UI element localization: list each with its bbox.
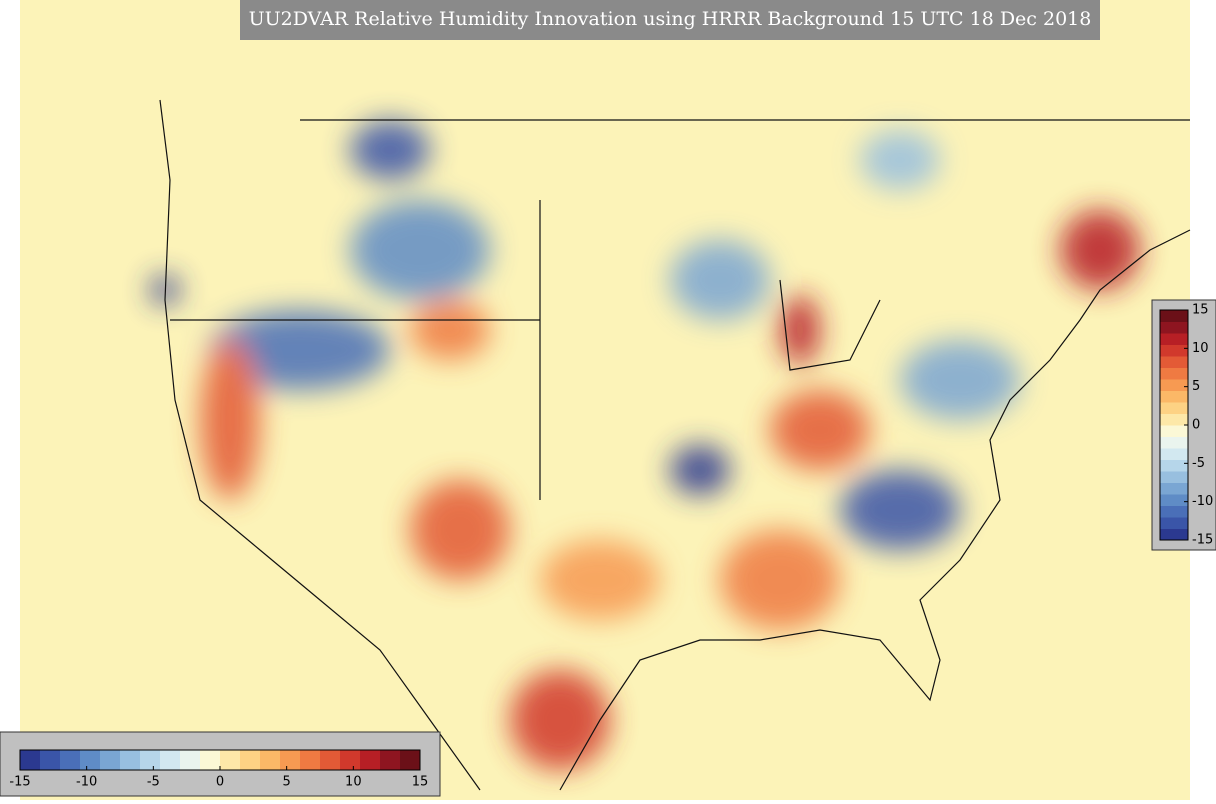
colorbar-segment xyxy=(80,750,101,770)
colorbar-segment xyxy=(1160,459,1188,472)
colorbar-segment xyxy=(1160,402,1188,414)
colorbar-segment xyxy=(1160,482,1188,495)
colorbar-segment xyxy=(240,750,261,770)
colorbar-segment xyxy=(1160,379,1188,391)
colorbar-segment xyxy=(1160,471,1188,483)
colorbar-segment xyxy=(120,750,141,770)
colorbar-tick-label: -10 xyxy=(1192,494,1213,509)
colorbar-segment xyxy=(280,750,301,770)
colorbar-segment xyxy=(40,750,61,770)
colorbar-tick-label: 5 xyxy=(283,775,291,790)
title: UU2DVAR Relative Humidity Innovation usi… xyxy=(249,8,1092,30)
colorbar-segment xyxy=(400,750,421,770)
colorbar-tick-label: 5 xyxy=(1192,379,1200,394)
colorbar-segment xyxy=(180,750,201,770)
colorbar-tick-label: 15 xyxy=(412,775,429,790)
colorbar-segment xyxy=(1160,367,1188,380)
boundary-lines xyxy=(159,99,1191,791)
colorbar-segment xyxy=(60,750,81,770)
colorbar-segment xyxy=(140,750,161,770)
colorbar-segment xyxy=(1160,425,1188,437)
colorbar-tick-label: -5 xyxy=(147,775,160,790)
colorbar-segment xyxy=(360,750,381,770)
colorbar-segment xyxy=(200,750,221,770)
colorbar-segment xyxy=(160,750,181,770)
colorbar-segment xyxy=(20,750,41,770)
colorbar-segment xyxy=(1160,413,1188,426)
colorbar-segment xyxy=(1160,344,1188,357)
colorbar-tick-label: 10 xyxy=(1192,341,1209,356)
colorbar-tick-label: -5 xyxy=(1192,456,1205,471)
colorbar-tick-label: 10 xyxy=(345,775,362,790)
colorbar-tick-label: -15 xyxy=(1192,533,1213,548)
colorbar-segment xyxy=(1160,436,1188,449)
colorbar-segment xyxy=(320,750,341,770)
colorbar-tick-label: -10 xyxy=(76,775,97,790)
colorbar-segment xyxy=(1160,505,1188,518)
colorbar-segment xyxy=(1160,356,1188,368)
colorbar-tick-label: 0 xyxy=(216,775,224,790)
colorbar-segment xyxy=(260,750,281,770)
colorbar-segment xyxy=(340,750,361,770)
colorbar-segment xyxy=(380,750,401,770)
colorbar-segment xyxy=(1160,517,1188,529)
colorbar-segment xyxy=(1160,321,1188,334)
colorbar-segment xyxy=(1160,390,1188,403)
colorbar-segment xyxy=(1160,310,1188,322)
colorbar-segment xyxy=(1160,333,1188,345)
title-box xyxy=(240,0,1100,40)
colorbar-tick-label: 0 xyxy=(1192,418,1200,433)
colorbar-segment xyxy=(220,750,241,770)
colorbar-segment xyxy=(1160,448,1188,460)
colorbar-tick-label: 15 xyxy=(1192,303,1209,318)
innovation-field xyxy=(150,120,1140,770)
colorbar-segment xyxy=(100,750,121,770)
colorbar-segment xyxy=(1160,528,1188,541)
colorbar-segment xyxy=(300,750,321,770)
colorbar-tick-label: -15 xyxy=(9,775,30,790)
colorbar-segment xyxy=(1160,494,1188,506)
